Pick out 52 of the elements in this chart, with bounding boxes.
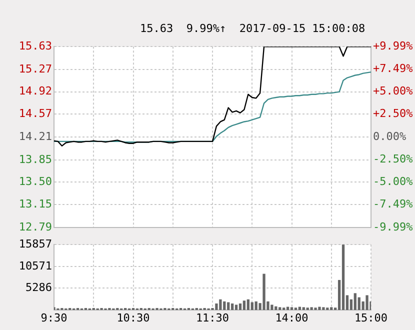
y2-tick-label: +7.49% — [373, 62, 414, 76]
bar — [238, 303, 242, 310]
bar — [223, 301, 226, 310]
y-tick-label: 12.79 — [18, 220, 52, 234]
y2-tick-label: -9.99% — [373, 220, 414, 234]
x-tick-label: 15:00 — [354, 311, 388, 324]
bar — [262, 274, 266, 310]
y2-tick-label: -5.00% — [373, 175, 414, 188]
bar — [302, 307, 305, 310]
y-tick-label: 13.50 — [18, 175, 52, 188]
y-tick-label: 15857 — [18, 237, 52, 250]
bar — [234, 304, 238, 310]
bar — [254, 301, 258, 310]
y2-tick-label: -2.50% — [373, 152, 414, 166]
bar — [290, 307, 294, 310]
bar — [250, 302, 254, 310]
chart-title: 15.63 9.99%↑ 2017-09-15 15:00:08 — [139, 21, 366, 37]
y2-tick-label: +9.99% — [373, 39, 414, 52]
bar — [230, 303, 234, 310]
y-tick-label: 15.63 — [18, 39, 52, 52]
y-tick-label: 13.15 — [18, 197, 52, 210]
bar — [330, 307, 333, 310]
bar — [215, 303, 218, 310]
x-tick-label: 9:30 — [40, 311, 68, 324]
y-tick-label: 14.57 — [18, 106, 52, 120]
bar — [310, 307, 313, 310]
bar — [358, 297, 360, 310]
bar — [318, 306, 321, 310]
y2-tick-label: +5.00% — [373, 84, 414, 98]
bar — [366, 295, 368, 310]
bar — [246, 299, 250, 310]
bar — [354, 293, 356, 310]
y-tick-label: 15.27 — [18, 62, 52, 76]
bar — [342, 244, 345, 310]
y-tick-label: 14.92 — [18, 84, 52, 98]
x-tick-label: 10:30 — [116, 311, 150, 324]
x-tick-label: 14:00 — [275, 311, 308, 324]
y-tick-label: 5286 — [26, 281, 52, 294]
bar — [322, 307, 325, 310]
y-tick-label: 13.85 — [18, 152, 52, 166]
y2-tick-label: +2.50% — [373, 107, 414, 120]
bar — [274, 306, 278, 310]
y-tick-label: 14.21 — [18, 130, 52, 143]
y2-tick-label: -7.49% — [373, 198, 414, 211]
bar — [219, 299, 222, 310]
y-tick-label: 10571 — [18, 259, 52, 272]
bar — [242, 300, 246, 310]
y2-tick-label: 0.00% — [373, 130, 406, 143]
bar — [278, 307, 282, 310]
bar — [227, 302, 230, 310]
bar — [270, 304, 274, 310]
x-tick-label: 11:30 — [196, 311, 230, 324]
